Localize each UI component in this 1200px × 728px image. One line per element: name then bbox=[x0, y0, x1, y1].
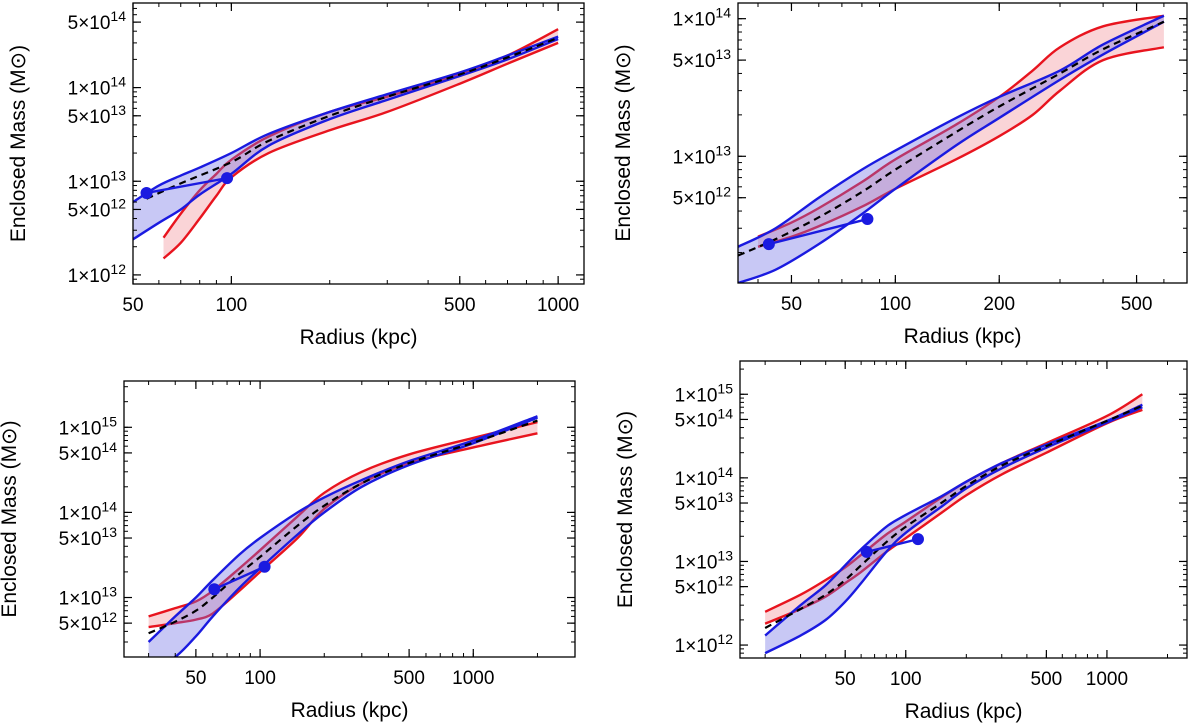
x-tick-label: 1000 bbox=[1086, 669, 1128, 690]
plot-frame bbox=[132, 2, 585, 285]
y-tick-label: 5×1012 bbox=[68, 195, 127, 221]
x-tick-label: 200 bbox=[983, 294, 1015, 315]
blue-band-lower-line bbox=[133, 37, 559, 241]
plot-area bbox=[133, 28, 559, 260]
y-tick-label: 5×1013 bbox=[675, 489, 734, 515]
data-point-2 bbox=[911, 533, 924, 546]
blue-band-upper-line bbox=[764, 403, 1143, 637]
x-axis-label: Radius (kpc) bbox=[291, 699, 409, 722]
y-axis-label: Enclosed Mass (M⊙) bbox=[612, 44, 635, 241]
blue-band-fill bbox=[148, 416, 538, 657]
y-tick-label: 1×1013 bbox=[59, 584, 118, 610]
y-tick-label: 1×1013 bbox=[68, 167, 127, 193]
x-axis-label: Radius (kpc) bbox=[904, 325, 1022, 348]
y-axis-label: Enclosed Mass (M⊙) bbox=[7, 45, 30, 242]
chart-panel-2: 50 100 200 500 5×1012 1×1013 5×1013 1×1014 Radiu… bbox=[612, 2, 1188, 348]
points-connector bbox=[768, 217, 868, 246]
data-point-2 bbox=[258, 560, 271, 573]
x-axis-label: Radius (kpc) bbox=[300, 326, 418, 349]
y-tick-label: 5×1014 bbox=[675, 405, 734, 431]
x-tick-label: 100 bbox=[890, 669, 922, 690]
y-tick-label: 1×1014 bbox=[675, 464, 734, 490]
y-tick-label: 5×1013 bbox=[673, 46, 732, 72]
blue-band-fill bbox=[765, 404, 1143, 654]
y-tick-label: 1×1012 bbox=[675, 631, 734, 657]
plot-area bbox=[764, 393, 1143, 655]
x-tick-label: 1000 bbox=[452, 668, 494, 689]
x-tick-label: 50 bbox=[122, 295, 143, 316]
y-tick-label: 1×1012 bbox=[68, 261, 127, 287]
x-tick-label: 50 bbox=[781, 294, 802, 315]
y-tick-label: 1×1014 bbox=[673, 5, 732, 31]
red-band-lower-line bbox=[757, 46, 1165, 248]
red-band-lower-line bbox=[162, 41, 559, 260]
blue-band-upper-line bbox=[147, 415, 538, 643]
red-band-upper-line bbox=[757, 14, 1165, 238]
y-tick-label: 5×1013 bbox=[68, 102, 127, 128]
points-connector bbox=[146, 176, 228, 195]
y-tick-label: 5×1012 bbox=[59, 609, 118, 635]
chart-panel-4: 50 100 500 10001×10125×10121×10135×10131×10… bbox=[614, 360, 1188, 723]
median-dashed-line bbox=[146, 36, 559, 200]
y-tick-label: 5×1013 bbox=[59, 524, 118, 550]
median-dashed-line bbox=[764, 404, 1143, 629]
y-axis-label: Enclosed Mass (M⊙) bbox=[0, 420, 21, 617]
median-dashed-line bbox=[148, 419, 538, 635]
x-tick-label: 50 bbox=[185, 668, 206, 689]
plot-frame bbox=[737, 2, 1188, 284]
blue-band-upper-line bbox=[133, 35, 559, 204]
data-point-1 bbox=[140, 186, 153, 199]
plot-frame bbox=[123, 380, 576, 658]
y-tick-label: 1×1015 bbox=[675, 380, 734, 406]
x-tick-label: 500 bbox=[444, 295, 476, 316]
y-tick-label: 5×1012 bbox=[673, 184, 732, 210]
median-dashed-line bbox=[738, 20, 1165, 257]
x-tick-label: 100 bbox=[244, 668, 276, 689]
x-axis-label: Radius (kpc) bbox=[905, 700, 1023, 723]
x-tick-label: 50 bbox=[835, 669, 856, 690]
data-point-1 bbox=[762, 238, 775, 251]
points-connector bbox=[213, 565, 266, 591]
x-tick-label: 100 bbox=[879, 294, 911, 315]
data-point-1 bbox=[208, 583, 221, 596]
y-axis-label: Enclosed Mass (M⊙) bbox=[614, 411, 637, 608]
plot-frame bbox=[739, 360, 1188, 659]
y-tick-label: 5×1012 bbox=[675, 573, 734, 599]
red-band-upper-line bbox=[764, 393, 1143, 613]
data-point-1 bbox=[860, 545, 873, 558]
blue-band-fill bbox=[738, 15, 1164, 283]
points-connector bbox=[866, 537, 919, 554]
y-tick-label: 1×1013 bbox=[675, 547, 734, 573]
x-tick-label: 1000 bbox=[537, 295, 579, 316]
plot-area bbox=[147, 415, 538, 657]
blue-band-upper-line bbox=[738, 14, 1165, 248]
x-tick-label: 500 bbox=[393, 668, 425, 689]
y-tick-label: 1×1015 bbox=[59, 413, 118, 439]
red-band-fill bbox=[758, 15, 1164, 247]
y-tick-label: 5×1014 bbox=[59, 439, 118, 465]
plot-area bbox=[738, 14, 1165, 283]
x-tick-label: 100 bbox=[216, 295, 248, 316]
blue-band-lower-line bbox=[738, 20, 1165, 283]
data-point-2 bbox=[861, 213, 874, 226]
y-tick-label: 5×1014 bbox=[68, 8, 127, 34]
y-tick-label: 1×1014 bbox=[59, 498, 118, 524]
x-tick-label: 500 bbox=[1121, 294, 1153, 315]
y-tick-label: 1×1013 bbox=[673, 142, 732, 168]
blue-band-lower-line bbox=[173, 416, 538, 657]
blue-band-lower-line bbox=[764, 406, 1143, 655]
red-band-lower-line bbox=[764, 408, 1143, 625]
x-tick-label: 500 bbox=[1031, 669, 1063, 690]
red-band-upper-line bbox=[148, 420, 538, 618]
y-tick-label: 1×1014 bbox=[68, 74, 127, 100]
data-point-2 bbox=[221, 172, 234, 185]
